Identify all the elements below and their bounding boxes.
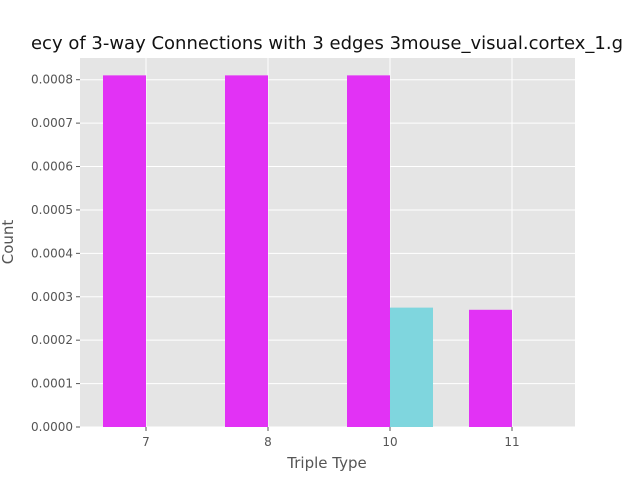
bar-7-series-1 [103, 75, 146, 427]
y-tick-label: 0.0005 [31, 203, 73, 217]
chart-title: ecy of 3-way Connections with 3 edges 3m… [31, 33, 623, 54]
y-tick-label: 0.0000 [31, 420, 73, 434]
bar-8-series-1 [225, 75, 268, 427]
y-tick-label: 0.0002 [31, 333, 73, 347]
x-axis-ticks: 7 8 10 11 [142, 427, 520, 449]
x-tick-label: 11 [504, 435, 519, 449]
x-axis-label: Triple Type [286, 454, 366, 472]
y-tick-label: 0.0006 [31, 160, 73, 174]
bar-10-series-1 [347, 75, 390, 427]
bar-10-series-2 [390, 307, 433, 427]
y-tick-label: 0.0008 [31, 73, 73, 87]
x-tick-label: 10 [382, 435, 397, 449]
y-tick-label: 0.0001 [31, 377, 73, 391]
y-tick-label: 0.0007 [31, 116, 73, 130]
bar-11-series-1 [469, 309, 512, 427]
bars [103, 75, 512, 427]
y-axis-ticks: 0.0000 0.0001 0.0002 0.0003 0.0004 0.0005 0.00… [31, 73, 80, 434]
y-tick-label: 0.0004 [31, 246, 73, 260]
x-tick-label: 8 [264, 435, 272, 449]
y-tick-label: 0.0003 [31, 290, 73, 304]
y-axis-label: Count [0, 220, 17, 265]
x-tick-label: 7 [142, 435, 150, 449]
